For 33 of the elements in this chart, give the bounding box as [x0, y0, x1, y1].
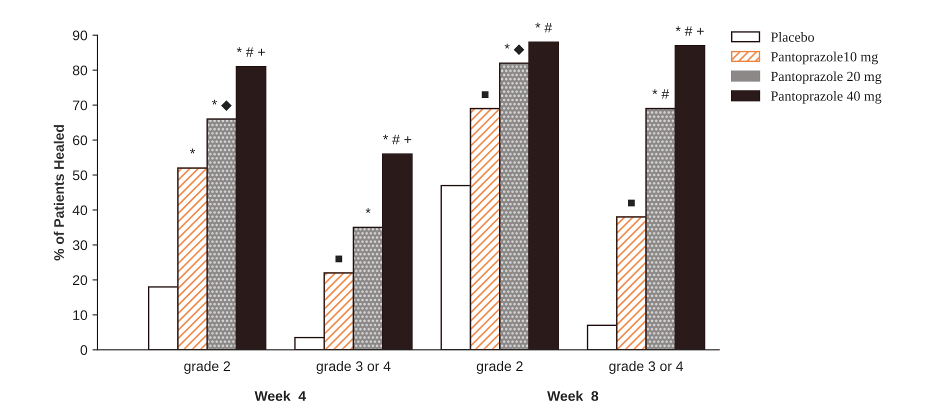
legend-label: Pantoprazole 40 mg [770, 90, 882, 104]
y-axis-title: % of Patients Healed [54, 125, 64, 260]
x-tick-label: grade 3 or 4 [609, 360, 684, 374]
data-label: ■ [628, 200, 635, 206]
y-tick-label: 0 [80, 345, 88, 355]
x-tick-label: grade 2 [476, 360, 523, 374]
y-tick-label: 40 [72, 205, 88, 216]
legend-label: Pantoprazole 20 mg [770, 71, 882, 84]
data-label: * # [652, 89, 670, 99]
y-tick-label: 30 [72, 240, 88, 250]
data-label: ■ [482, 91, 488, 98]
legend-label: Pantoprazole10 mg [770, 52, 878, 64]
data-label: * # + [236, 47, 265, 57]
y-tick-label: 60 [72, 135, 88, 146]
data-label: * # [535, 22, 552, 32]
data-label: * ◆ [504, 44, 524, 56]
data-label: * # + [676, 26, 704, 36]
y-tick-label: 50 [72, 170, 88, 180]
data-label: * ◆ [212, 100, 232, 111]
x-tick-label: grade 3 or 4 [316, 360, 391, 374]
y-tick-label: 80 [72, 65, 88, 76]
y-tick-label: 90 [72, 30, 88, 40]
y-tick-label: 10 [73, 310, 88, 320]
text: Week 8 [547, 390, 598, 401]
legend-label: Placebo [770, 32, 814, 42]
data-label: * # + [383, 134, 412, 144]
x-tick-label: grade 2 [184, 360, 230, 374]
data-label: * [190, 148, 196, 154]
y-tick-label: 70 [72, 100, 88, 110]
y-tick-label: 20 [72, 275, 88, 286]
text: Week 4 [254, 390, 306, 401]
data-label: * [366, 208, 371, 213]
data-label: ■ [335, 256, 342, 262]
